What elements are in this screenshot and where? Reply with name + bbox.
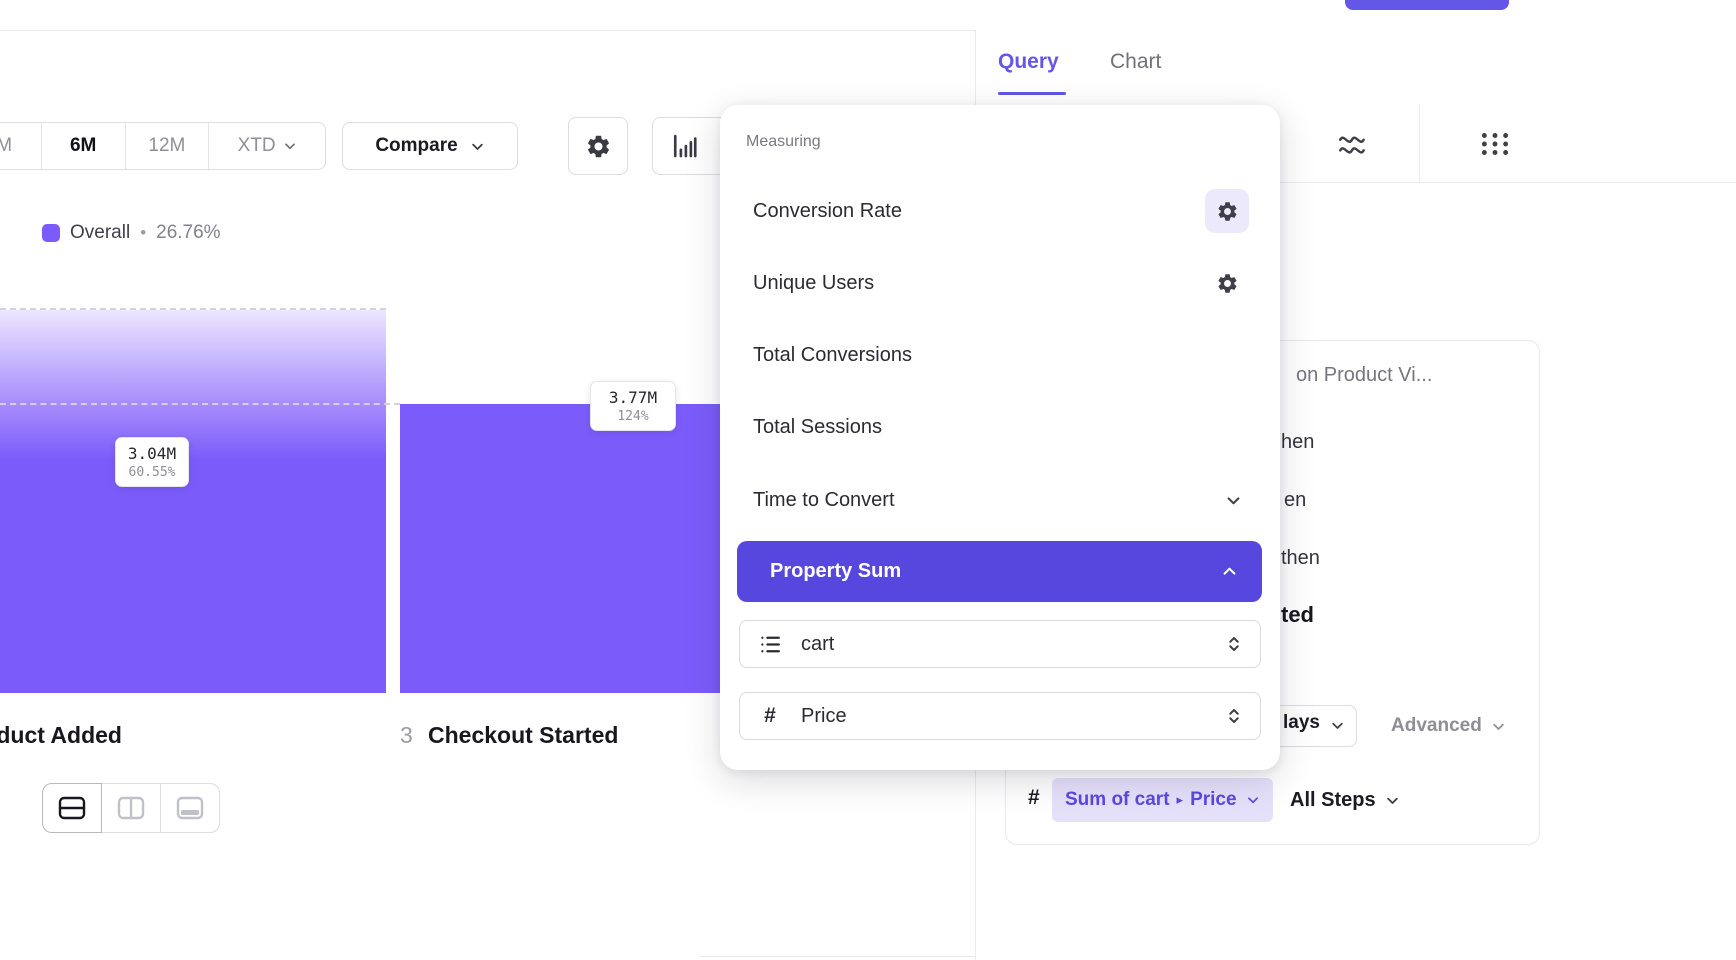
up-down-stepper-icon [1225, 707, 1243, 725]
step-text-fragment: hen [1281, 431, 1315, 453]
select-value: Price [801, 704, 847, 727]
popover-title: Measuring [746, 133, 821, 150]
step-number-3: 3 [400, 722, 413, 748]
menu-item-time-to-convert[interactable]: Time to Convert [720, 464, 1280, 536]
chevron-up-icon [1221, 563, 1238, 580]
list-icon [757, 632, 783, 657]
tab-query-active-underline [998, 92, 1066, 95]
bar-1-conversion: 60.55% [128, 465, 176, 480]
legend-series-label: Overall [70, 222, 131, 243]
menu-item-conversion-rate[interactable]: Conversion Rate [720, 175, 1280, 247]
chevron-down-icon [1246, 793, 1260, 807]
rows-layout-icon [57, 795, 87, 821]
up-down-stepper-icon [1225, 635, 1243, 653]
advanced-button[interactable]: Advanced [1391, 705, 1506, 747]
layout-columns-button[interactable] [101, 783, 161, 833]
time-range-6m[interactable]: 6M [40, 123, 125, 169]
compare-button[interactable]: Compare [342, 122, 518, 170]
metric-settings-button[interactable] [1205, 189, 1249, 233]
step-label-checkout-started: Checkout Started [428, 722, 619, 748]
step-text-fragment: then [1281, 547, 1320, 569]
time-range-segmented-control: 3M 6M 12M XTD [0, 122, 326, 170]
bottom-panel-layout-icon [175, 795, 205, 821]
primary-button-cutoff[interactable] [1345, 0, 1509, 10]
time-range-12m[interactable]: 12M [124, 123, 209, 169]
tab-query[interactable]: Query [998, 50, 1059, 73]
menu-item-property-sum-selected[interactable]: Property Sum [737, 541, 1262, 602]
legend-swatch [42, 224, 60, 242]
conversion-window-label-fragment: lays [1283, 712, 1320, 733]
chevron-down-icon [1330, 718, 1345, 733]
tab-chart[interactable]: Chart [1110, 50, 1162, 73]
reference-dashed-line-step3 [0, 403, 400, 405]
gear-icon [1216, 272, 1239, 295]
property-select-cart[interactable]: cart [739, 620, 1261, 668]
menu-item-unique-users[interactable]: Unique Users [720, 247, 1280, 319]
chevron-down-icon [1491, 719, 1506, 734]
funnel-bar-1-dropoff-gradient [0, 310, 386, 460]
chevron-down-icon [470, 139, 485, 154]
menu-item-total-conversions[interactable]: Total Conversions [753, 344, 912, 366]
columns-layout-icon [116, 795, 146, 821]
pill-left-label: Sum of cart [1065, 789, 1170, 810]
step-text-fragment: on Product Vi... [1296, 364, 1433, 386]
chevron-down-icon [1385, 793, 1400, 808]
reference-dashed-line-step1 [0, 308, 386, 310]
sum-of-cart-price-pill[interactable]: Sum of cart ▸ Price [1052, 778, 1273, 822]
property-select-price[interactable]: # Price [739, 692, 1261, 740]
apps-grid-button[interactable] [1474, 123, 1516, 165]
legend-separator: • [140, 223, 147, 242]
step-label-product-added: Product Added [0, 722, 122, 748]
menu-item-total-sessions[interactable]: Total Sessions [753, 416, 882, 438]
measuring-popover: Measuring Conversion Rate Unique Users T… [720, 105, 1280, 770]
hash-icon: # [764, 704, 776, 727]
time-range-xtd[interactable]: XTD [208, 123, 325, 169]
time-range-3m[interactable]: 3M [0, 135, 13, 156]
gear-icon [1216, 200, 1239, 223]
right-panel-toolbar-border [976, 182, 1736, 183]
step-text-fragment: en [1284, 489, 1307, 511]
chevron-down-icon [1225, 492, 1242, 509]
select-value: cart [801, 632, 835, 655]
layout-toggle-group [42, 783, 220, 833]
flows-button[interactable] [1332, 123, 1374, 165]
grid-dots-icon [1478, 127, 1512, 161]
bar-chart-icon [669, 131, 699, 161]
bar-1-value-tooltip: 3.04M 60.55% [115, 437, 189, 487]
hash-icon: # [1028, 786, 1040, 809]
chart-settings-button[interactable] [568, 117, 628, 175]
header-divider [0, 30, 975, 31]
bottom-divider [700, 956, 976, 957]
flows-wave-icon [1336, 127, 1370, 161]
layout-bottom-panel-button[interactable] [160, 783, 220, 833]
layout-rows-button[interactable] [42, 783, 102, 833]
pill-right-label: Price [1190, 789, 1237, 810]
funnel-bar-1[interactable] [0, 460, 386, 693]
legend-overall-value: 26.76% [156, 222, 221, 243]
gear-icon [585, 133, 612, 160]
step-text-fragment: ted [1281, 602, 1314, 627]
bar-2-conversion: 124% [617, 409, 649, 424]
bar-2-value: 3.77M [608, 388, 658, 407]
toolbar-divider [1419, 104, 1420, 182]
bar-1-value: 3.04M [127, 444, 177, 463]
caret-right-icon: ▸ [1176, 792, 1184, 807]
bar-2-value-tooltip: 3.77M 124% [590, 381, 676, 431]
legend-overall[interactable]: Overall • 26.76% [42, 222, 221, 244]
all-steps-dropdown[interactable]: All Steps [1290, 778, 1400, 822]
metric-settings-button[interactable] [1205, 261, 1249, 305]
chevron-down-icon [283, 139, 297, 153]
